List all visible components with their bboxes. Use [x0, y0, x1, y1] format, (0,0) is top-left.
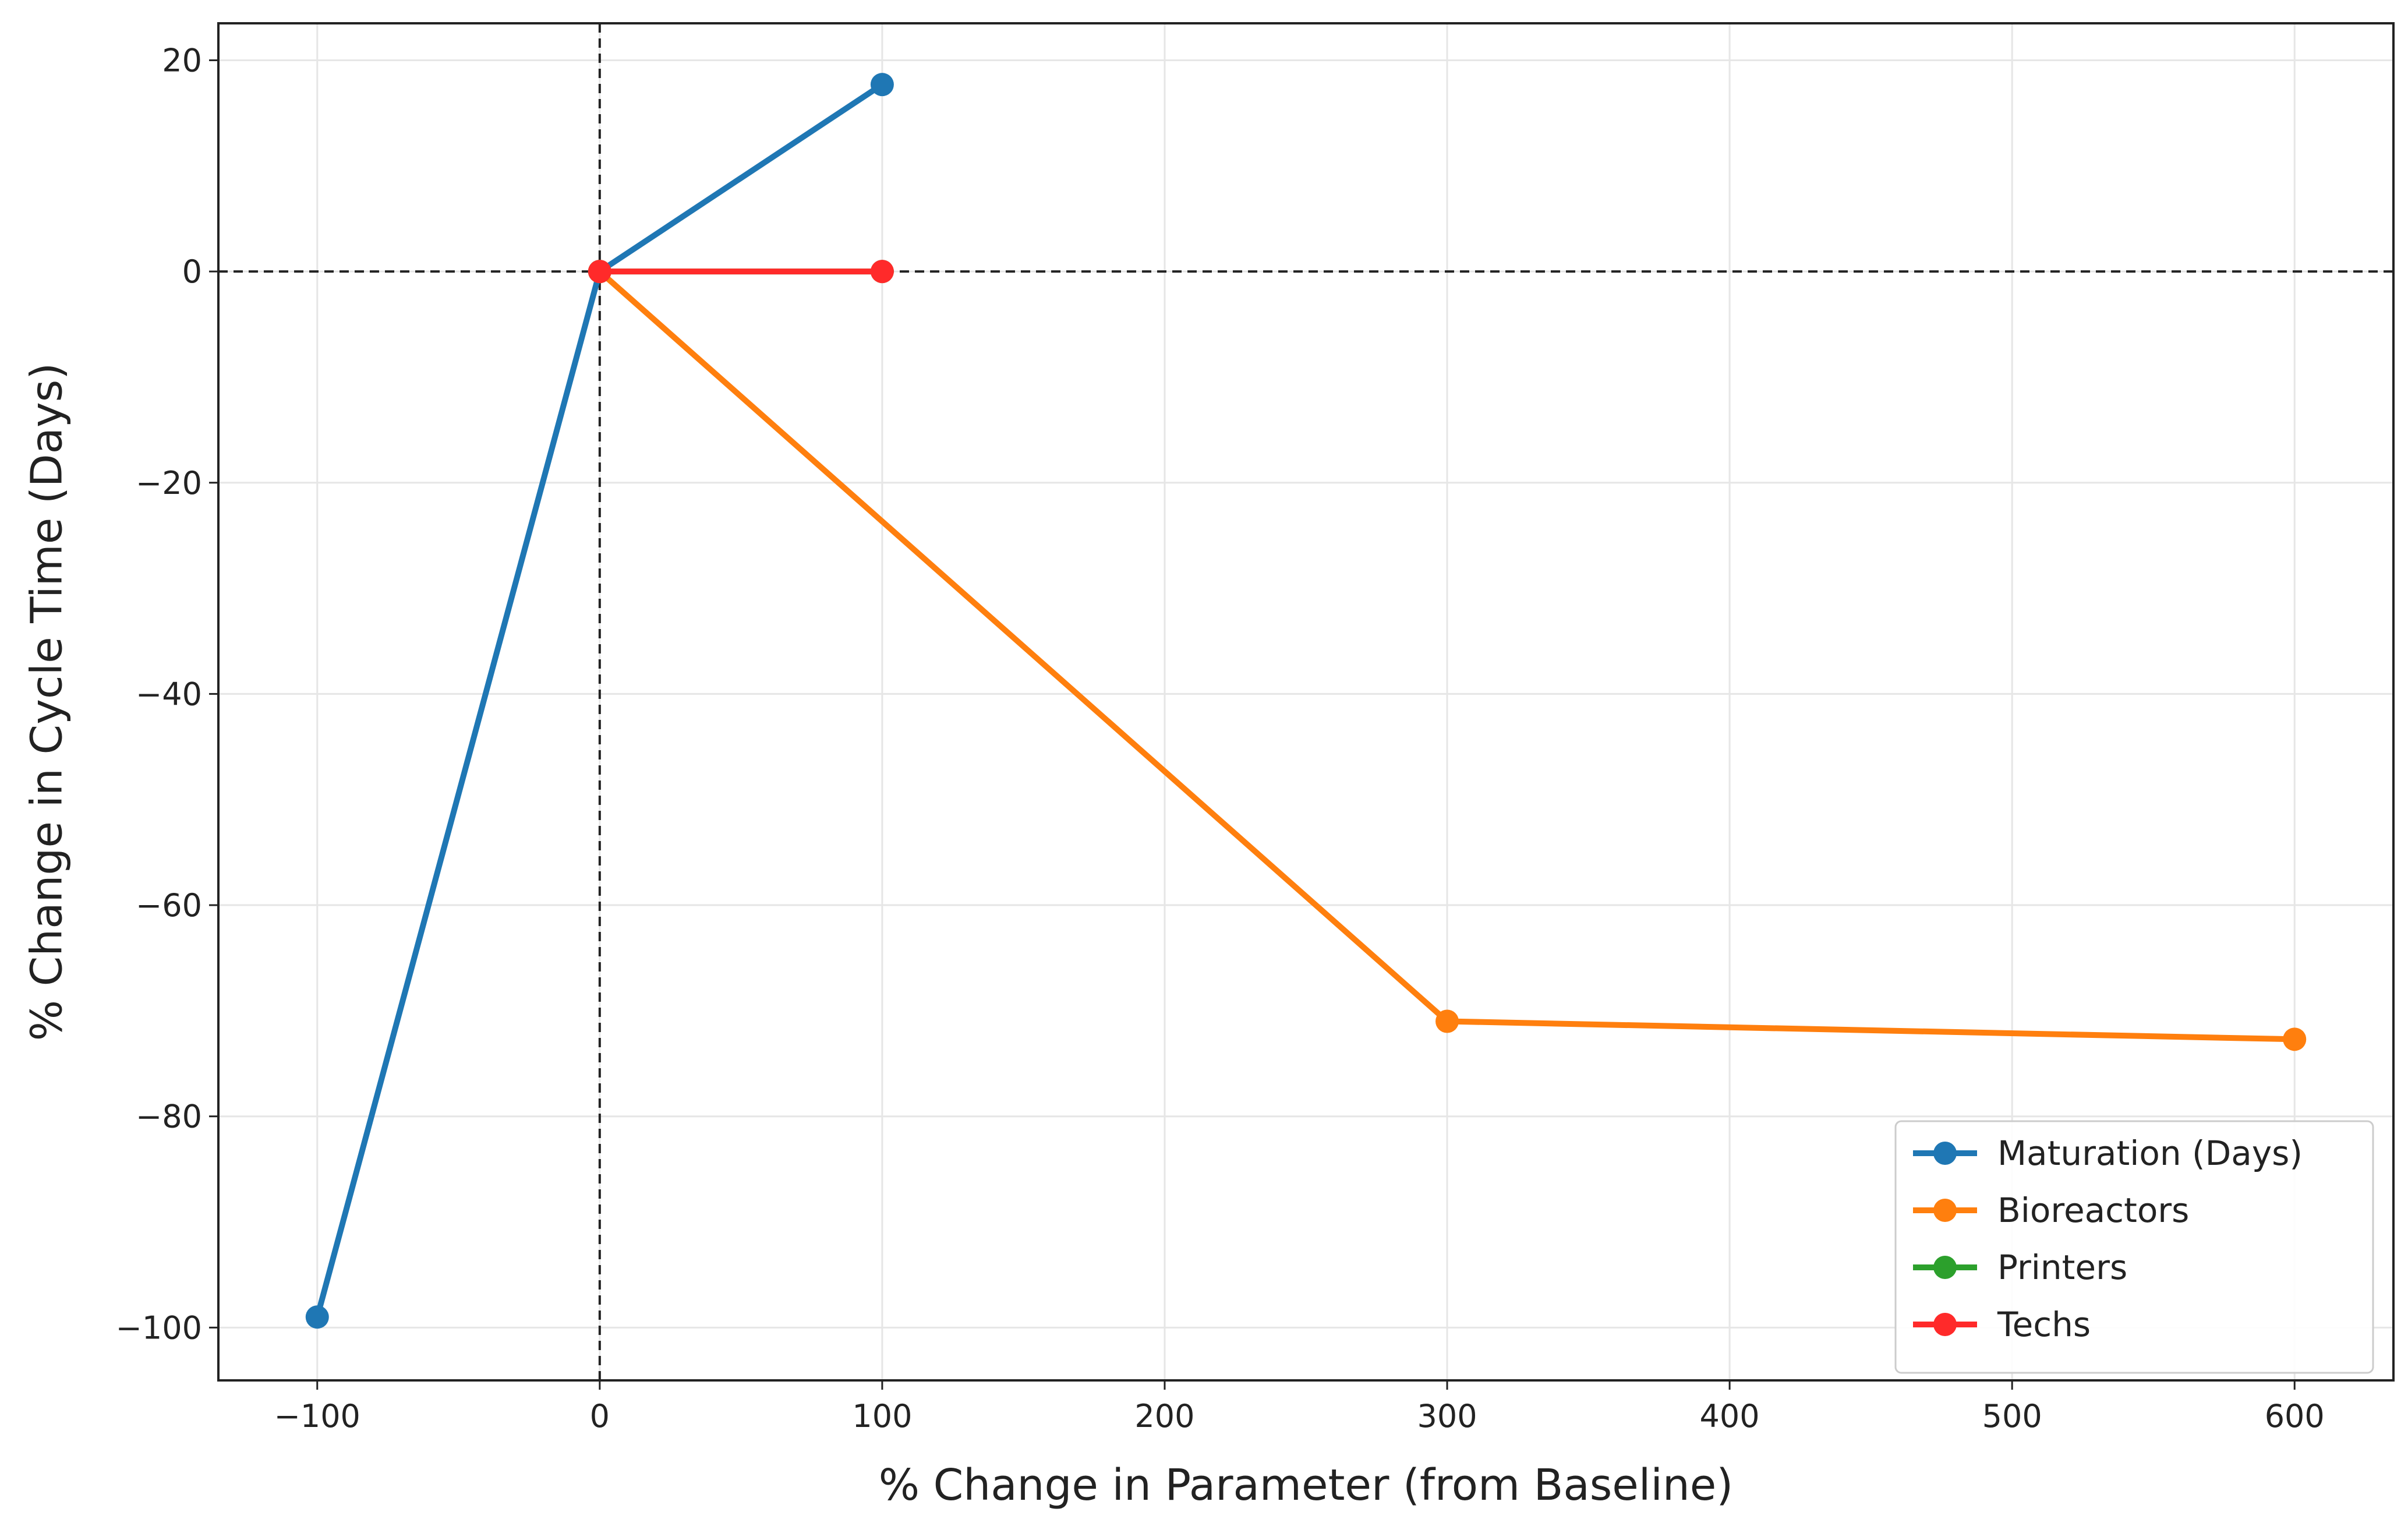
x-axis-ticks: −100 0 100 200 300 400 500 600: [274, 1380, 2325, 1435]
y-tick-label: −20: [136, 465, 202, 501]
x-tick-label: 400: [1700, 1398, 1760, 1435]
data-point-techs: [870, 260, 894, 284]
data-point-techs: [588, 260, 611, 284]
data-point-bioreactors: [1435, 1009, 1459, 1033]
legend-marker-printers: [1933, 1256, 1957, 1279]
legend-marker-bioreactors: [1933, 1199, 1957, 1222]
y-axis-label: % Change in Cycle Time (Days): [22, 363, 72, 1041]
x-tick-label: 500: [1982, 1398, 2042, 1435]
y-tick-label: −100: [116, 1309, 202, 1346]
legend-label-techs: Techs: [1997, 1305, 2091, 1344]
series-layer: [305, 73, 2307, 1329]
legend-marker-maturation-days: [1933, 1142, 1957, 1165]
x-tick-label: 0: [590, 1398, 610, 1435]
y-tick-label: −40: [136, 676, 202, 712]
plot-frame: [217, 22, 2395, 1382]
legend-label-bioreactors: Bioreactors: [1997, 1191, 2189, 1230]
x-tick-label: 600: [2265, 1398, 2325, 1435]
legend-box: [1894, 1120, 2374, 1374]
grid: [218, 23, 2393, 1380]
data-point-bioreactors: [2283, 1027, 2307, 1051]
x-axis-label: % Change in Parameter (from Baseline): [879, 1460, 1733, 1510]
x-tick-label: 100: [852, 1398, 912, 1435]
legend-label-printers: Printers: [1997, 1248, 2127, 1287]
legend-marker-techs: [1933, 1313, 1957, 1336]
x-tick-label: −100: [274, 1398, 360, 1435]
data-point-maturation-days: [305, 1305, 329, 1329]
y-axis-ticks: 20 0 −20 −40 −60 −80 −100: [116, 42, 218, 1346]
y-tick-label: 0: [182, 253, 202, 290]
legend: Maturation (Days) Bioreactors Printers Tech…: [1894, 1120, 2374, 1374]
legend-label-maturation-days: Maturation (Days): [1997, 1133, 2303, 1173]
x-tick-label: 200: [1134, 1398, 1194, 1435]
y-tick-label: −80: [136, 1098, 202, 1135]
data-point-maturation-days: [870, 73, 894, 97]
y-tick-label: 20: [162, 42, 202, 79]
y-tick-label: −60: [136, 887, 202, 924]
x-tick-label: 300: [1417, 1398, 1477, 1435]
